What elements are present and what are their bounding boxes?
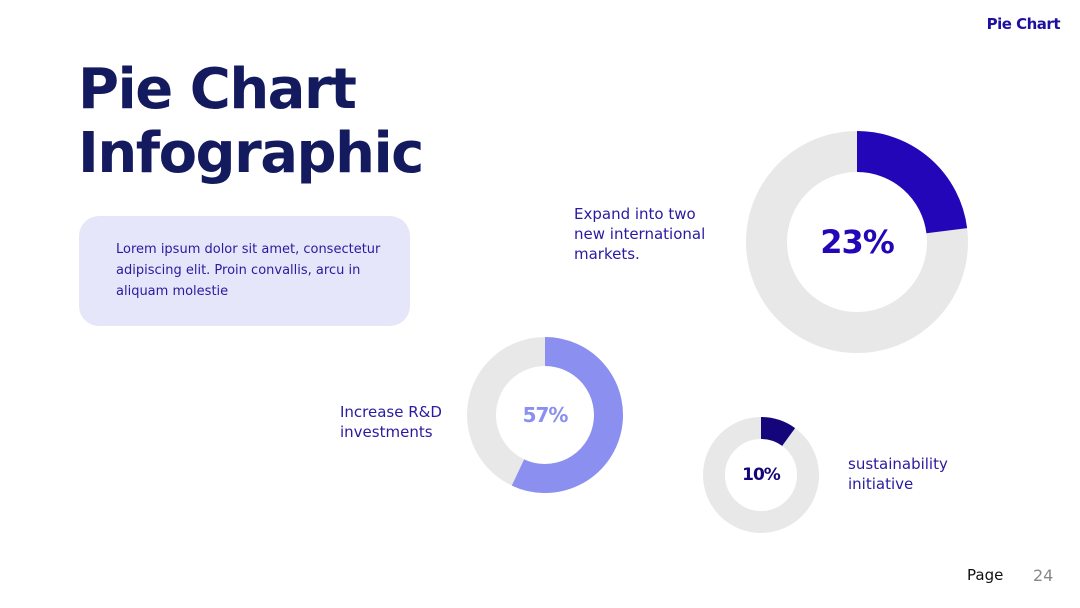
value-label: 57% — [523, 403, 569, 427]
donut-arc — [856, 131, 968, 234]
brand: Pie Chart — [986, 15, 1061, 33]
page-number: 24 — [1033, 566, 1054, 585]
value-label: 23% — [820, 223, 895, 261]
title-line: Infographic — [78, 121, 424, 186]
annotation: Increase R&D investments — [340, 403, 442, 441]
page-label: Page — [967, 566, 1004, 584]
title: Pie Chart Infographic — [78, 57, 424, 186]
annotation: Expand into two new international market… — [574, 205, 706, 263]
value-label: 10% — [742, 465, 781, 485]
donut-arc — [511, 337, 623, 493]
title-line: Pie Chart — [78, 57, 357, 122]
annotation: sustainability initiative — [848, 455, 948, 493]
description: Lorem ipsum dolor sit amet, consectetur … — [116, 242, 381, 299]
description-box: Lorem ipsum dolor sit amet, consectetur … — [79, 216, 410, 326]
donut-arc — [760, 417, 796, 447]
